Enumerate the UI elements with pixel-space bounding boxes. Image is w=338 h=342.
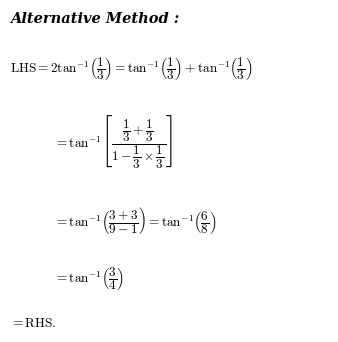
- Text: $= \mathrm{RHS}.$: $= \mathrm{RHS}.$: [10, 317, 56, 330]
- Text: Alternative Method :: Alternative Method :: [10, 12, 179, 26]
- Text: $= \tan^{-1}\!\left(\dfrac{3}{4}\right)$: $= \tan^{-1}\!\left(\dfrac{3}{4}\right)$: [54, 265, 124, 292]
- Text: $= \tan^{-1}\!\left[\dfrac{\dfrac{1}{3}+\dfrac{1}{3}}{1-\dfrac{1}{3}\times\dfrac: $= \tan^{-1}\!\left[\dfrac{\dfrac{1}{3}+…: [54, 114, 173, 170]
- Text: $= \tan^{-1}\!\left(\dfrac{3+3}{9-1}\right) = \tan^{-1}\!\left(\dfrac{6}{8}\righ: $= \tan^{-1}\!\left(\dfrac{3+3}{9-1}\rig…: [54, 205, 216, 236]
- Text: $\mathrm{LHS} = 2\tan^{-1}\!\left(\dfrac{1}{3}\right) = \tan^{-1}\!\left(\dfrac{: $\mathrm{LHS} = 2\tan^{-1}\!\left(\dfrac…: [10, 55, 252, 82]
